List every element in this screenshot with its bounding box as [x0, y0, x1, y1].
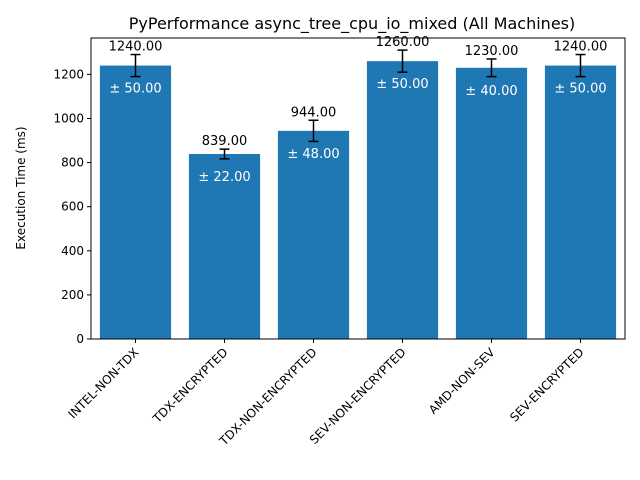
- y-tick-label: 200: [61, 288, 84, 302]
- error-label: ± 50.00: [554, 82, 606, 97]
- value-label: 1240.00: [554, 40, 608, 55]
- y-tick-label: 800: [61, 156, 84, 170]
- chart-title: PyPerformance async_tree_cpu_io_mixed (A…: [129, 14, 575, 34]
- plot-frame: [90, 37, 626, 340]
- y-axis: 0 200 400 600 800 1000 1200: [53, 67, 91, 346]
- error-label: ± 50.00: [109, 82, 161, 97]
- y-tick-label: 1200: [53, 67, 84, 81]
- value-label: 1240.00: [109, 40, 163, 55]
- x-axis: INTEL-NON-TDX TDX-ENCRYPTEDTDX-NON-ENCRYP…: [65, 339, 587, 449]
- y-tick-label: 0: [76, 332, 84, 346]
- value-label: 944.00: [291, 105, 337, 120]
- x-tick-label: SEV-NON-ENCRYPTED: [307, 345, 409, 447]
- bar: [277, 130, 350, 339]
- error-bars-group: [130, 49, 586, 160]
- y-tick-label: 1000: [53, 111, 84, 125]
- bar: [99, 65, 172, 340]
- error-label: ± 50.00: [376, 77, 428, 92]
- x-tick-label: TDX-NON-ENCRYPTED: [216, 345, 320, 449]
- y-axis-label: Execution Time (ms): [14, 126, 28, 249]
- bar: [544, 65, 617, 340]
- bar: [366, 61, 439, 340]
- y-tick-label: 400: [61, 244, 84, 258]
- value-label: 839.00: [202, 134, 248, 149]
- x-tick-label: SEV-ENCRYPTED: [507, 345, 586, 424]
- x-tick-label: TDX-ENCRYPTED: [149, 345, 230, 426]
- y-tick-label: 600: [61, 200, 84, 214]
- error-label: ± 48.00: [287, 147, 339, 162]
- x-tick-label: AMD-NON-SEV: [426, 345, 498, 417]
- value-label: 1260.00: [376, 35, 430, 50]
- bars-group: [99, 61, 617, 340]
- value-label: 1230.00: [465, 44, 519, 59]
- x-tick-label: INTEL-NON-TDX: [65, 345, 141, 421]
- bar-labels-group: 1240.00 ± 50.00 839.00 ± 22.00 944.00 ± 48.00…: [109, 35, 608, 185]
- error-label: ± 22.00: [198, 170, 250, 185]
- bar: [188, 153, 261, 339]
- error-label: ± 40.00: [465, 84, 517, 99]
- bar: [455, 67, 528, 340]
